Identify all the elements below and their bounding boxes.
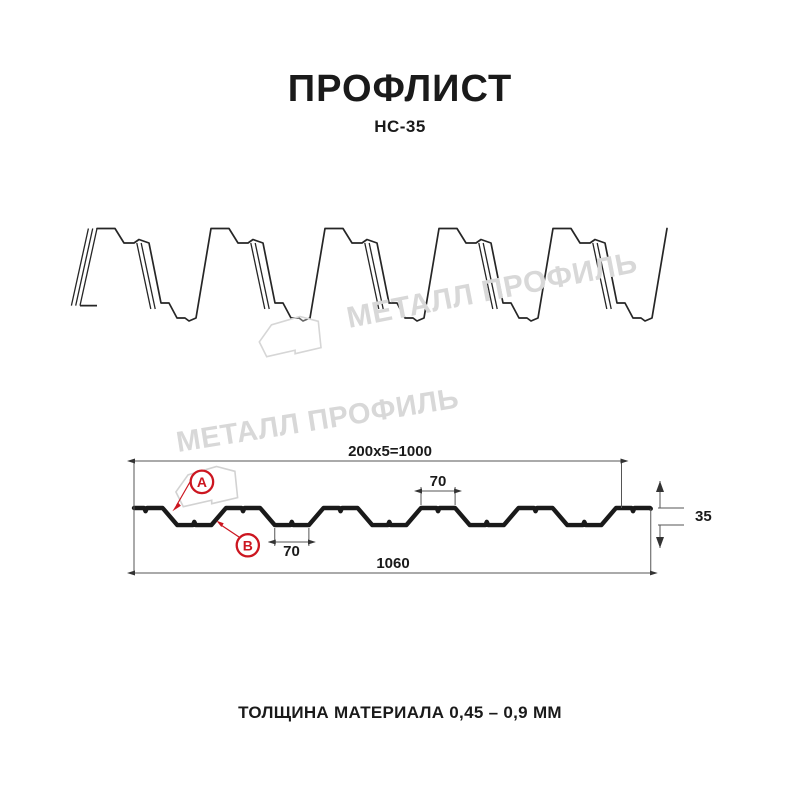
- svg-text:B: B: [243, 537, 253, 553]
- svg-text:70: 70: [430, 473, 447, 490]
- svg-text:A: A: [197, 474, 207, 490]
- svg-text:35: 35: [695, 508, 712, 525]
- svg-text:200x5=1000: 200x5=1000: [348, 443, 432, 460]
- svg-text:1060: 1060: [376, 555, 409, 572]
- svg-text:70: 70: [283, 543, 300, 560]
